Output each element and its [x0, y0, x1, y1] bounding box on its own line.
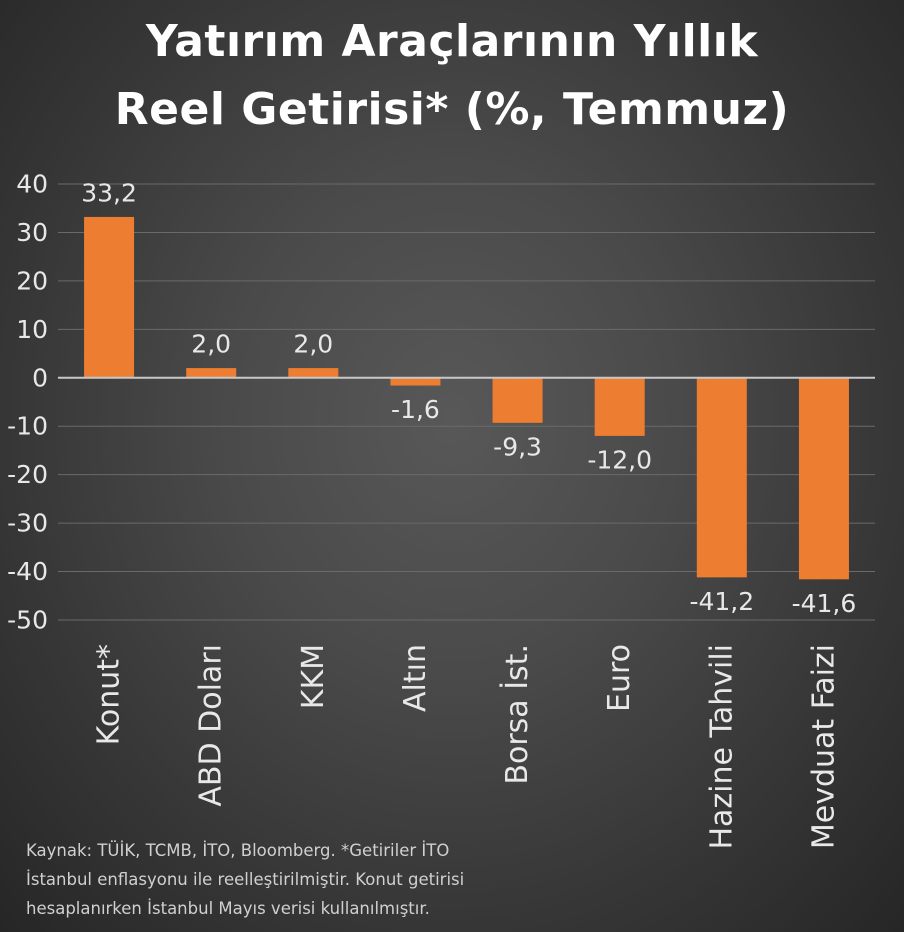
category-label: Euro [602, 644, 637, 712]
chart-title-line-1: Yatırım Araçlarının Yıllık [145, 16, 759, 67]
chart-title: Yatırım Araçlarının Yıllık Reel Getirisi… [0, 8, 904, 144]
data-label: -1,6 [391, 395, 440, 424]
bar [84, 216, 135, 378]
category-label: Mevduat Faizi [806, 644, 841, 849]
data-label: -41,6 [792, 589, 857, 618]
y-tick-label: -40 [7, 557, 48, 586]
category-label: Altın [398, 644, 433, 712]
bar [492, 377, 543, 423]
category-label: KKM [296, 644, 331, 709]
bar [288, 368, 339, 378]
data-label: 2,0 [293, 330, 333, 359]
category-label: ABD Doları [194, 644, 229, 807]
data-label: -9,3 [493, 432, 542, 461]
bar [594, 377, 645, 436]
data-label: -41,2 [689, 587, 754, 616]
y-tick-label: -10 [7, 412, 48, 441]
y-tick-label: -50 [7, 606, 48, 635]
category-label: Konut* [92, 644, 127, 745]
y-tick-label: 0 [32, 363, 48, 392]
bar [696, 377, 747, 578]
bar [798, 377, 849, 580]
source-footnote: Kaynak: TÜİK, TCMB, İTO, Bloomberg. *Get… [26, 841, 465, 918]
y-tick-label: -30 [7, 509, 48, 538]
data-label: -12,0 [587, 445, 652, 474]
y-tick-label: -20 [7, 460, 48, 489]
y-tick-label: 10 [16, 315, 48, 344]
y-tick-label: 30 [16, 218, 48, 247]
category-label: Hazine Tahvili [704, 644, 739, 850]
chart-title-line-2: Reel Getirisi* (%, Temmuz) [114, 84, 790, 135]
category-label: Borsa İst. [499, 644, 535, 785]
data-label: 33,2 [81, 178, 137, 207]
y-tick-label: 20 [16, 266, 48, 295]
bar [186, 368, 237, 378]
bar [390, 377, 441, 386]
data-label: 2,0 [191, 330, 231, 359]
y-tick-label: 40 [16, 170, 48, 199]
